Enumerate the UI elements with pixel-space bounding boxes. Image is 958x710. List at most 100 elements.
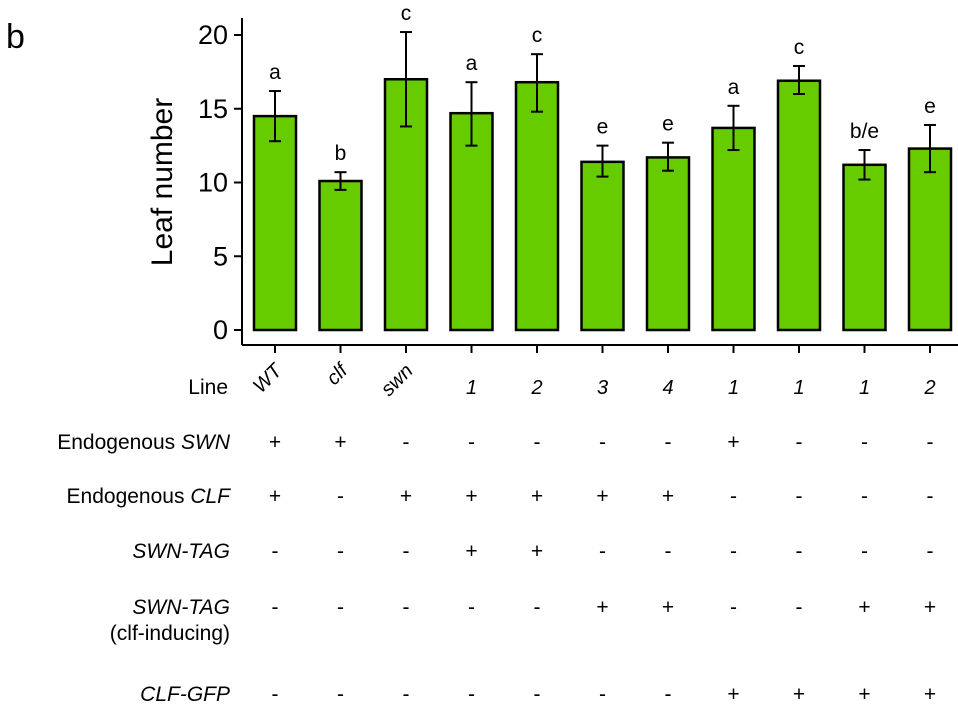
table-cell: -: [861, 540, 868, 563]
significance-label: e: [597, 116, 609, 139]
table-cell: +: [923, 596, 937, 619]
table-cell: +: [399, 485, 413, 508]
row-label-name: SWN: [181, 431, 230, 454]
y-axis-label: Leaf number: [146, 98, 179, 266]
row-label-name: CLF-GFP: [140, 683, 230, 706]
y-tick-label: 15: [198, 94, 228, 124]
table-cell: -: [402, 431, 410, 454]
bar: [842, 163, 887, 332]
x-tick-label: 1: [466, 377, 477, 399]
significance-label: a: [728, 76, 740, 99]
table-cell: -: [926, 485, 934, 508]
table-row-label: Endogenous CLF: [67, 484, 230, 510]
table-cell: -: [337, 683, 344, 706]
bar: [776, 79, 822, 332]
table-cell: +: [727, 431, 740, 454]
table-cell: +: [268, 485, 282, 508]
y-tick-label: 20: [198, 20, 228, 50]
bar: [580, 160, 625, 332]
panel-label: b: [6, 18, 25, 56]
bar: [449, 111, 494, 332]
table-cell: -: [599, 431, 606, 454]
table-cell: +: [792, 683, 806, 706]
table-cell: +: [596, 485, 609, 508]
bar: [711, 126, 756, 332]
y-tick-label: 10: [198, 168, 228, 198]
x-tick-label: 4: [662, 377, 673, 399]
table-cell: -: [795, 540, 803, 563]
table-cell: -: [402, 540, 410, 563]
table-row-label: SWN-TAG: [132, 539, 230, 565]
table-cell: +: [465, 540, 478, 563]
table-cell: +: [923, 683, 937, 706]
table-cell: -: [664, 540, 672, 563]
significance-label: b/e: [850, 120, 879, 143]
bar: [514, 80, 560, 332]
significance-label: c: [532, 24, 543, 47]
table-cell: -: [271, 683, 279, 706]
table-cell: +: [727, 683, 740, 706]
x-tick-label: WT: [249, 359, 288, 398]
significance-label: c: [794, 36, 805, 59]
table-cell: -: [664, 431, 672, 454]
significance-label: b: [335, 142, 347, 165]
table-row-label: SWN-TAG (clf-inducing): [110, 595, 230, 647]
table-cell: -: [271, 540, 279, 563]
table-cell: -: [795, 596, 803, 619]
significance-label: c: [401, 2, 412, 25]
x-tick-label: 1: [859, 377, 870, 399]
x-tick-label: swn: [377, 360, 418, 401]
table-cell: -: [861, 431, 868, 454]
table-cell: -: [402, 683, 410, 706]
y-tick-label: 0: [213, 315, 228, 345]
significance-label: a: [269, 61, 281, 84]
table-cell: +: [858, 596, 871, 619]
table-cell: -: [533, 596, 541, 619]
table-cell: -: [271, 596, 279, 619]
table-cell: -: [926, 431, 934, 454]
x-tick-label: 3: [597, 377, 608, 399]
x-tick-label: 1: [793, 377, 804, 399]
table-cell: -: [337, 596, 344, 619]
significance-label: e: [924, 95, 936, 118]
row-label-prefix: Endogenous: [57, 431, 181, 454]
x-tick-label: 2: [923, 377, 935, 399]
table-cell: +: [530, 540, 544, 563]
table-cell: -: [795, 431, 803, 454]
table-cell: +: [858, 683, 871, 706]
table-cell: +: [661, 485, 675, 508]
significance-label: e: [662, 113, 674, 136]
row-label-name: CLF: [190, 485, 230, 508]
bar: [907, 147, 953, 332]
bar: [252, 114, 298, 332]
bar: [318, 179, 363, 332]
row-label-name: SWN-TAG: [132, 596, 230, 619]
table-cell: -: [730, 485, 737, 508]
table-cell: -: [468, 596, 475, 619]
table-cell: +: [268, 431, 282, 454]
table-row-label: Endogenous SWN: [57, 430, 230, 456]
table-cell: -: [861, 485, 868, 508]
y-tick-label: 5: [213, 241, 228, 271]
table-cell: -: [926, 540, 934, 563]
table-cell: -: [795, 485, 803, 508]
table-cell: +: [334, 431, 347, 454]
table-cell: -: [730, 596, 737, 619]
bar: [645, 156, 691, 332]
leaf-number-bar-chart: a b c a c e e a c b/e e 0 5 10 15 20 WT clf swn 1 2 3 4 1 1 1 2 Lea…: [146, 2, 958, 401]
table-cell: -: [337, 540, 344, 563]
x-tick-label: clf: [322, 358, 353, 389]
table-cell: +: [465, 485, 478, 508]
x-tick-label: 2: [530, 377, 542, 399]
table-cell: -: [533, 431, 541, 454]
significance-label: a: [466, 52, 478, 75]
table-cell: -: [402, 596, 410, 619]
row-label-suffix: (clf-inducing): [109, 622, 230, 645]
table-cell: -: [599, 683, 606, 706]
table-cell: -: [533, 683, 541, 706]
line-row-label: Line: [188, 376, 228, 399]
table-cell: +: [661, 596, 675, 619]
row-label-prefix: Endogenous: [66, 485, 191, 508]
table-cell: -: [730, 540, 737, 563]
x-tick-label: 1: [728, 377, 739, 399]
